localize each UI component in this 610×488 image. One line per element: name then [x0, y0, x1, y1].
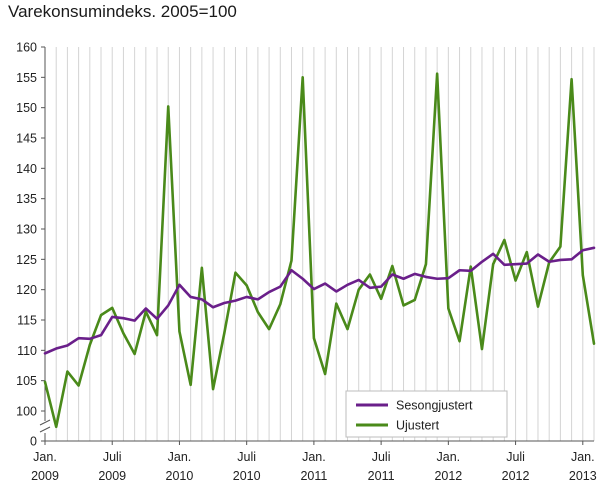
grid-lines: [44, 47, 595, 441]
legend: Sesongjustert Ujustert: [345, 390, 508, 438]
y-tick-label: 140: [16, 162, 37, 176]
x-tick-label: 2009: [31, 469, 59, 483]
x-tick-label: 2010: [166, 469, 194, 483]
x-tick-label: Jan.: [302, 450, 326, 464]
series-line-ujustert: [43, 72, 596, 429]
x-tick-label: 2011: [300, 469, 327, 483]
x-tick-labels: Jan. 2009 Juli 2009 Jan. 2010 Juli 2010 Jan. 2011…: [31, 450, 597, 483]
legend-box: [345, 390, 508, 438]
y-tick-label: 160: [16, 41, 37, 55]
y-tick-label: 105: [16, 374, 37, 388]
axis-break-symbol: [39, 419, 51, 433]
legend-label: Sesongjustert: [396, 399, 473, 413]
y-tick-label: 0: [30, 435, 37, 449]
y-tick-label: 100: [16, 405, 37, 419]
x-tick-label: 2010: [233, 469, 261, 483]
legend-label: Ujustert: [396, 419, 440, 433]
y-tick-labels: 100 105 110 115 120 125 130 135 140 145 150 155 160 0: [16, 41, 37, 449]
series-line-sesongjustert: [43, 246, 596, 355]
x-tick-label: Jan.: [571, 450, 595, 464]
axis-break-stroke: [39, 419, 51, 426]
x-tick-label: 2012: [502, 469, 530, 483]
x-tick-label: 2013: [569, 469, 597, 483]
y-tick-label: 150: [16, 101, 37, 115]
y-tick-label: 120: [16, 283, 37, 297]
axes: [39, 46, 594, 445]
x-tick-label: Juli: [103, 450, 122, 464]
axis-break-stroke: [39, 426, 51, 433]
x-tick-label: 2009: [98, 469, 126, 483]
x-tick-label: 2012: [434, 469, 462, 483]
chart-title: Varekonsumindeks. 2005=100: [8, 2, 237, 21]
x-tick-label: Juli: [237, 450, 256, 464]
x-tick-label: Juli: [372, 450, 391, 464]
y-tick-label: 135: [16, 192, 37, 206]
y-tick-label: 130: [16, 223, 37, 237]
y-tick-label: 125: [16, 253, 37, 267]
x-tick-label: Juli: [506, 450, 525, 464]
series-lines: [43, 72, 596, 429]
y-tick-label: 115: [17, 314, 37, 328]
x-tick-label: Jan.: [33, 450, 57, 464]
x-tick-label: Jan.: [437, 450, 461, 464]
y-tick-label: 110: [17, 344, 37, 358]
y-tick-label: 145: [16, 132, 37, 146]
x-tick-label: 2011: [368, 469, 395, 483]
x-tick-label: Jan.: [168, 450, 192, 464]
y-tick-label: 155: [16, 71, 37, 85]
